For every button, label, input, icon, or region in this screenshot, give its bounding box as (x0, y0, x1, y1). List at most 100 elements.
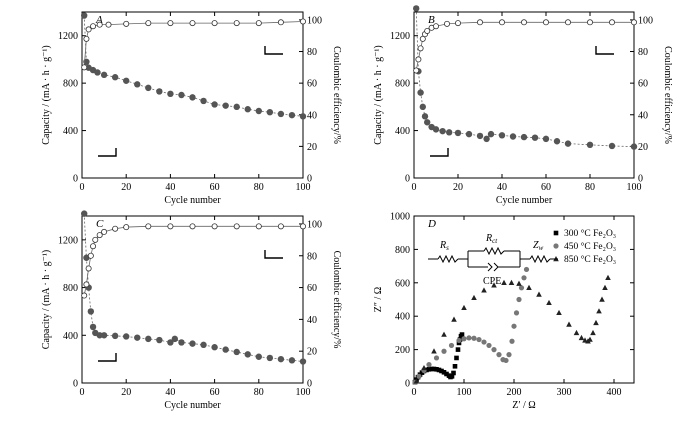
x-tick-label: 100 (296, 182, 311, 193)
efficiency-point (167, 223, 174, 230)
panel-label: C (96, 218, 104, 230)
efficiency-point (211, 20, 218, 27)
data-point-triangle (556, 309, 562, 316)
efficiency-point (255, 20, 262, 27)
capacity-point (255, 353, 262, 360)
y2-tick-label: 80 (307, 47, 317, 58)
y-tick-label: 1000 (390, 212, 410, 223)
y-tick-label: 800 (395, 245, 410, 256)
panel-label: D (427, 218, 436, 230)
data-point-square (426, 367, 432, 372)
capacity-point (244, 106, 251, 113)
y2-tick-label: 40 (307, 110, 317, 121)
x-tick-label: 80 (254, 387, 264, 398)
x-tick-label: 40 (165, 387, 175, 398)
data-point-square (553, 230, 559, 236)
capacity-line (415, 8, 635, 147)
capacity-point (476, 132, 484, 140)
capacity-point (299, 358, 307, 365)
data-point-circle (481, 339, 487, 345)
efficiency-point (299, 18, 306, 25)
capacity-point (96, 332, 103, 339)
x-axis-label: Cycle number (496, 195, 553, 206)
x-axis-label: Cycle number (164, 400, 221, 411)
x-tick-label: 400 (607, 387, 622, 398)
capacity-point (211, 101, 218, 108)
efficiency-line (83, 225, 303, 296)
capacity-point (156, 336, 163, 344)
data-point-circle (456, 337, 462, 344)
y-axis-label: Capacity / (mA · h · g⁻¹) (41, 250, 52, 349)
circuit-subscript: ct (492, 237, 498, 245)
data-point-square (454, 355, 459, 361)
data-point-triangle (501, 279, 507, 285)
capacity-point (277, 110, 285, 118)
y-axis-label: Capacity / (mA · h · g⁻¹) (373, 45, 384, 144)
x-tick-label: 40 (497, 182, 507, 193)
capacity-point (111, 332, 119, 340)
data-point-circle (496, 352, 502, 358)
data-point-triangle (599, 296, 605, 302)
efficiency-point (96, 232, 103, 239)
resistor-rct (483, 246, 505, 256)
x-tick-label: 100 (457, 387, 472, 398)
x-tick-label: 60 (210, 387, 220, 398)
efficiency-point (233, 20, 240, 27)
y2-tick-label: 60 (307, 79, 317, 90)
capacity-point (222, 102, 229, 109)
data-point-circle (513, 310, 520, 316)
capacity-point (520, 133, 528, 141)
data-point-circle (461, 336, 467, 342)
data-point-circle (491, 347, 497, 353)
capacity-point (81, 210, 88, 217)
data-point-square (429, 366, 434, 372)
capacity-point (446, 129, 453, 136)
efficiency-point (417, 45, 424, 52)
efficiency-point (105, 21, 112, 28)
efficiency-point (90, 243, 97, 250)
y-tick-label: 0 (405, 379, 410, 390)
data-point-circle (433, 355, 440, 361)
efficiency-point (432, 23, 439, 30)
capacity-point (211, 344, 218, 351)
data-point-triangle (471, 294, 477, 301)
data-point-triangle (605, 274, 611, 280)
capacity-point (123, 333, 130, 340)
y-axis-label: Capacity / (mA · h · g⁻¹) (41, 45, 52, 144)
data-point-triangle (566, 321, 572, 327)
data-point-triangle (491, 282, 497, 288)
data-point-circle (476, 336, 482, 343)
y2-tick-label: 0 (307, 379, 312, 390)
capacity-point (178, 339, 185, 346)
capacity-point (432, 126, 440, 133)
data-point-triangle (508, 279, 515, 285)
circuit-subscript: s (446, 244, 449, 252)
efficiency-point (424, 27, 431, 34)
data-point-triangle (587, 336, 593, 342)
data-point-square (455, 347, 461, 352)
y2-tick-label: 40 (307, 315, 317, 326)
capacity-point (564, 140, 572, 147)
data-point-circle (441, 348, 447, 354)
efficiency-point (543, 19, 550, 26)
data-point-circle (516, 296, 522, 303)
capacity-point (100, 332, 108, 339)
y-tick-label: 400 (395, 312, 410, 323)
efficiency-point (255, 223, 262, 230)
y2-axis-label: Coulombic efficiency/% (331, 46, 342, 144)
x-tick-label: 80 (585, 182, 595, 193)
efficiency-point (521, 19, 528, 26)
capacity-point (111, 74, 119, 81)
legend-entry: 850 °C Fe₂O₃ (564, 254, 616, 265)
y-tick-label: 800 (63, 283, 78, 294)
data-point-circle (518, 285, 525, 291)
plot-frame (413, 11, 635, 179)
circuit-symbol: R (485, 233, 492, 244)
efficiency-point (145, 20, 152, 27)
capacity-point (299, 113, 307, 120)
y2-tick-label: 20 (638, 142, 648, 153)
data-point-triangle (451, 316, 457, 322)
